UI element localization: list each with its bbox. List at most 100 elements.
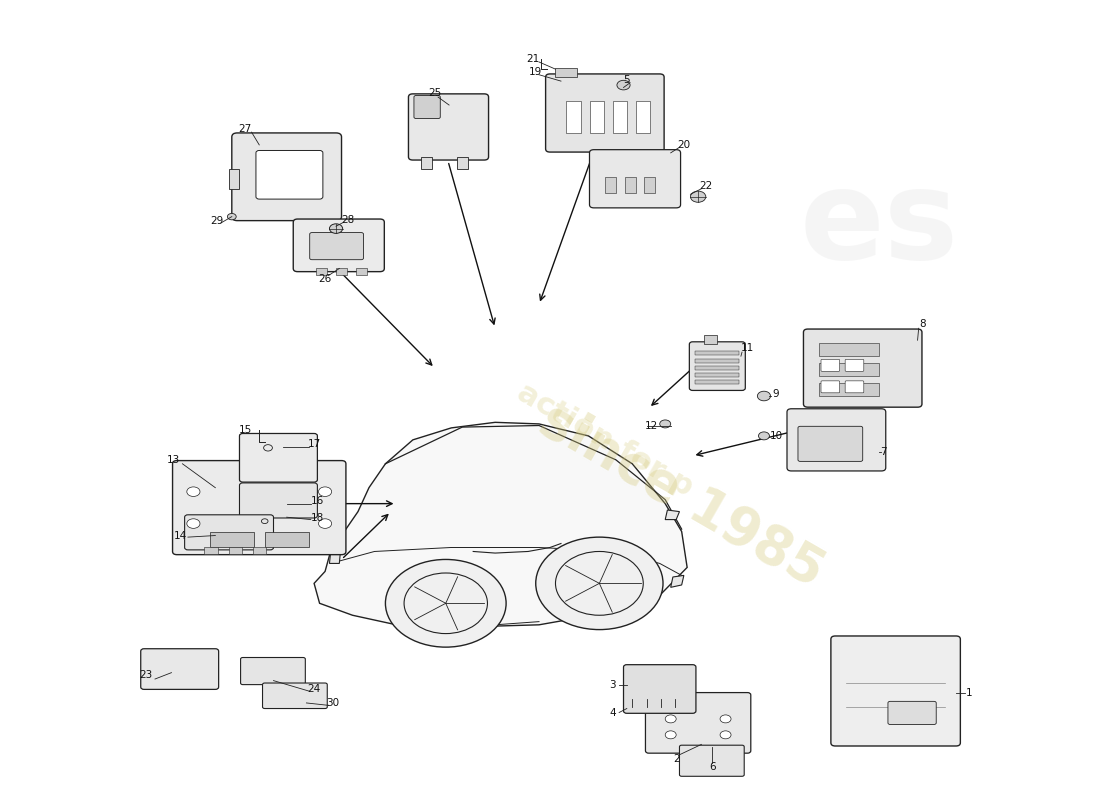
Bar: [818, 343, 879, 356]
FancyBboxPatch shape: [821, 381, 839, 393]
Bar: [556, 67, 578, 77]
FancyBboxPatch shape: [845, 381, 864, 393]
Text: 16: 16: [311, 496, 324, 506]
Text: 28: 28: [341, 215, 354, 225]
Bar: [590, 101, 604, 133]
Text: 8: 8: [920, 319, 926, 330]
Text: 23: 23: [140, 670, 153, 680]
Text: 24: 24: [308, 683, 321, 694]
FancyBboxPatch shape: [141, 649, 219, 690]
Circle shape: [319, 518, 332, 528]
FancyBboxPatch shape: [786, 409, 886, 471]
FancyBboxPatch shape: [173, 461, 345, 554]
Circle shape: [720, 731, 732, 739]
Bar: [695, 373, 739, 377]
Circle shape: [187, 518, 200, 528]
Bar: [695, 351, 739, 355]
Text: 15: 15: [239, 426, 252, 435]
Bar: [645, 177, 656, 193]
Text: 11: 11: [741, 343, 755, 353]
Bar: [317, 269, 328, 275]
FancyBboxPatch shape: [624, 665, 696, 714]
Circle shape: [660, 420, 671, 428]
Bar: [229, 547, 242, 554]
Text: action for p: action for p: [512, 378, 698, 502]
FancyBboxPatch shape: [821, 359, 839, 371]
FancyBboxPatch shape: [845, 359, 864, 371]
FancyBboxPatch shape: [414, 95, 440, 118]
Text: 30: 30: [327, 698, 339, 708]
Bar: [704, 334, 717, 344]
Bar: [336, 269, 346, 275]
Circle shape: [666, 715, 676, 723]
FancyBboxPatch shape: [240, 434, 318, 482]
FancyBboxPatch shape: [256, 150, 323, 199]
Circle shape: [187, 487, 200, 497]
Bar: [205, 547, 218, 554]
Text: es: es: [800, 164, 959, 285]
Circle shape: [536, 537, 663, 630]
Text: 10: 10: [770, 431, 782, 441]
Text: 3: 3: [609, 680, 616, 690]
Bar: [695, 358, 739, 362]
Text: 7: 7: [880, 447, 887, 457]
FancyBboxPatch shape: [590, 150, 681, 208]
FancyBboxPatch shape: [185, 515, 274, 550]
Bar: [613, 101, 627, 133]
Circle shape: [330, 224, 342, 234]
Text: 27: 27: [239, 124, 252, 134]
FancyBboxPatch shape: [803, 329, 922, 407]
FancyBboxPatch shape: [240, 483, 318, 518]
Polygon shape: [666, 510, 680, 519]
Circle shape: [228, 214, 236, 220]
Bar: [253, 547, 266, 554]
Text: 25: 25: [428, 88, 441, 98]
FancyBboxPatch shape: [408, 94, 488, 160]
Text: 4: 4: [609, 707, 616, 718]
Text: 5: 5: [624, 74, 630, 85]
Bar: [636, 101, 650, 133]
Text: 9: 9: [772, 389, 779, 398]
Circle shape: [758, 391, 770, 401]
Bar: [695, 380, 739, 384]
Text: 20: 20: [678, 140, 691, 150]
Circle shape: [759, 432, 769, 440]
Polygon shape: [330, 551, 340, 563]
Bar: [420, 157, 431, 169]
Text: 6: 6: [710, 762, 716, 772]
Text: 14: 14: [174, 530, 187, 541]
Text: 29: 29: [210, 216, 223, 226]
Text: 22: 22: [700, 182, 713, 191]
Text: 2: 2: [673, 754, 680, 764]
FancyBboxPatch shape: [294, 219, 384, 272]
Text: 1: 1: [966, 687, 972, 698]
FancyBboxPatch shape: [680, 745, 745, 776]
FancyBboxPatch shape: [241, 658, 306, 685]
FancyBboxPatch shape: [690, 342, 746, 390]
Text: since 1985: since 1985: [530, 394, 833, 598]
FancyBboxPatch shape: [263, 683, 328, 709]
FancyBboxPatch shape: [232, 133, 341, 221]
Text: 12: 12: [645, 421, 658, 430]
FancyBboxPatch shape: [546, 74, 664, 152]
Bar: [229, 169, 240, 189]
Bar: [210, 531, 254, 547]
Bar: [605, 177, 616, 193]
Text: 26: 26: [318, 274, 332, 284]
FancyBboxPatch shape: [830, 636, 960, 746]
Polygon shape: [315, 422, 688, 627]
Bar: [355, 269, 366, 275]
Bar: [818, 363, 879, 376]
FancyBboxPatch shape: [798, 426, 862, 462]
Bar: [265, 531, 309, 547]
Bar: [566, 101, 581, 133]
Circle shape: [385, 559, 506, 647]
Circle shape: [617, 80, 630, 90]
Bar: [695, 366, 739, 370]
Bar: [818, 383, 879, 396]
FancyBboxPatch shape: [888, 702, 936, 725]
FancyBboxPatch shape: [310, 233, 363, 260]
Circle shape: [319, 487, 332, 497]
Text: 19: 19: [529, 66, 542, 77]
FancyBboxPatch shape: [646, 693, 751, 753]
